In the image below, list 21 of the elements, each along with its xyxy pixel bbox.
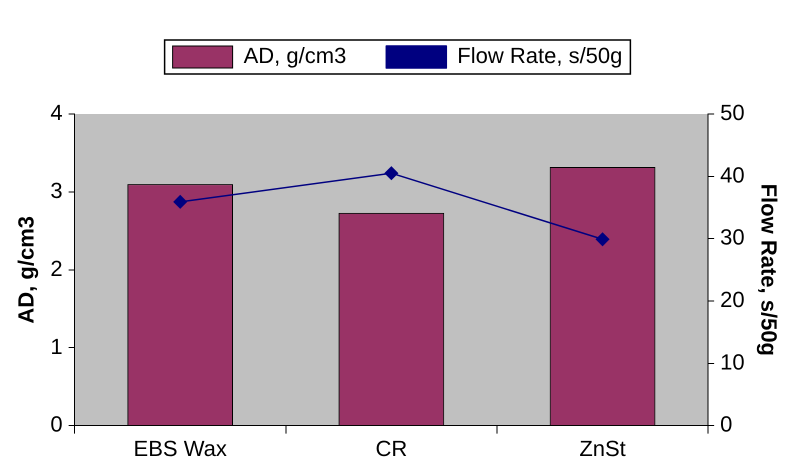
point <box>173 195 187 209</box>
y-tick-label: 4 <box>50 100 63 126</box>
y-tick-label: 1 <box>50 334 63 359</box>
x-tick-label: CR <box>375 436 408 461</box>
y2-tick-label: 40 <box>720 162 745 188</box>
y-tick-label: 0 <box>50 412 63 437</box>
y2-tick-label: 30 <box>720 224 745 250</box>
legend-label: AD, g/cm3 <box>244 43 346 68</box>
x-tick-label: EBS Wax <box>134 436 227 461</box>
x-tick-label: ZnSt <box>579 436 626 461</box>
point <box>596 232 610 246</box>
y2-axis-title: Flow Rate, s/50g <box>756 184 782 356</box>
point <box>384 166 398 180</box>
y2-tick-label: 0 <box>720 412 732 437</box>
y-tick-label: 3 <box>50 178 63 203</box>
y-tick-label: 2 <box>50 256 63 281</box>
y2-tick-label: 10 <box>720 349 745 374</box>
y2-tick-label: 50 <box>720 100 745 126</box>
y2-tick-label: 20 <box>720 287 745 312</box>
legend-label: Flow Rate, s/50g <box>457 43 622 68</box>
y-axis-title: AD, g/cm3 <box>13 216 38 324</box>
